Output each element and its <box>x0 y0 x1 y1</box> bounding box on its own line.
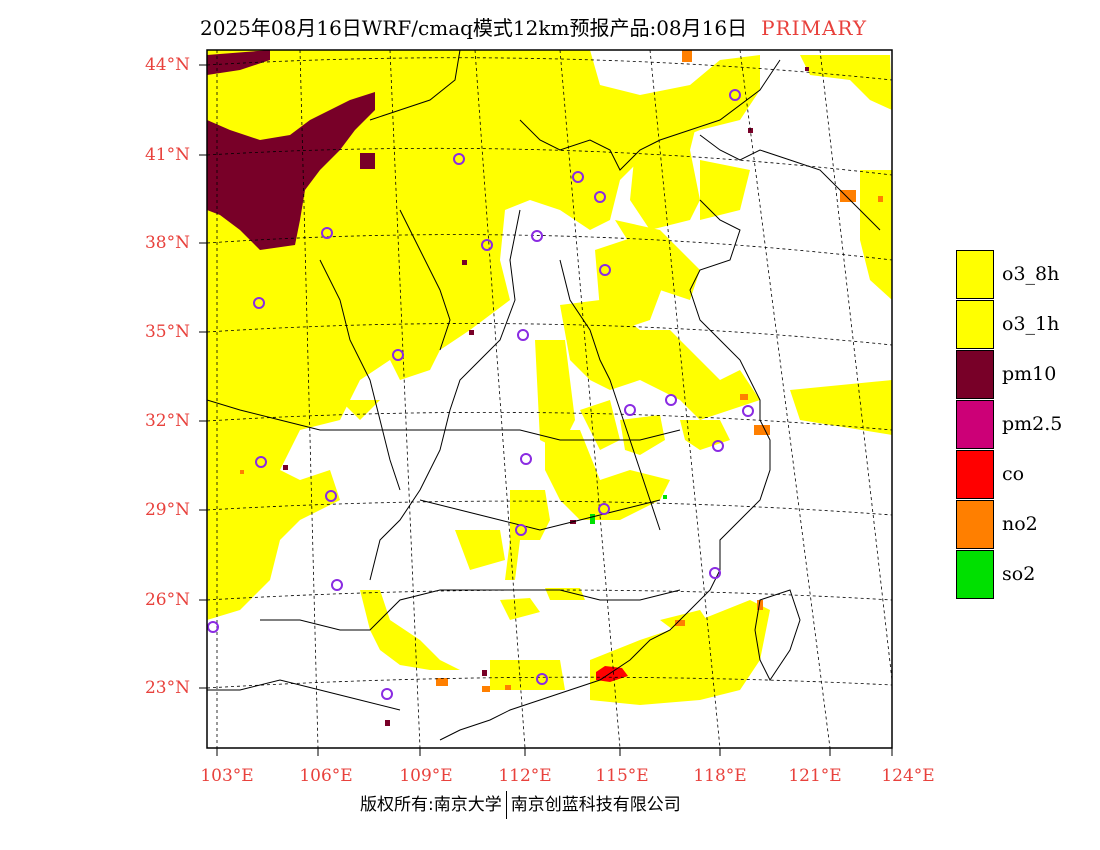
lat-label-29: 29°N <box>144 500 190 520</box>
legend-swatch <box>956 499 994 549</box>
station-marker <box>325 490 337 502</box>
pm10-regions <box>207 50 809 726</box>
graticule <box>207 50 892 748</box>
station-markers <box>207 89 754 700</box>
lat-label-35: 35°N <box>144 322 190 342</box>
station-marker <box>712 440 724 452</box>
copyright-right: 南京创蓝科技有限公司 <box>510 795 681 815</box>
legend-label: pm10 <box>1002 363 1057 385</box>
legend-label: no2 <box>1002 513 1038 535</box>
lat-label-41: 41°N <box>144 145 190 165</box>
legend-label: so2 <box>1002 563 1036 585</box>
station-marker <box>515 524 527 536</box>
lat-label-26: 26°N <box>144 590 190 610</box>
station-marker <box>531 230 543 242</box>
copyright-separator <box>505 791 507 819</box>
legend-swatch <box>956 549 994 599</box>
legend-item-so2: so2 <box>956 549 1062 599</box>
station-marker <box>624 404 636 416</box>
legend-item-o3-1h: o3_1h <box>956 299 1062 349</box>
lat-label-38: 38°N <box>144 233 190 253</box>
station-marker <box>321 227 333 239</box>
axis-ticks <box>199 64 893 756</box>
legend-swatch <box>956 449 994 499</box>
station-marker <box>331 579 343 591</box>
station-marker <box>572 171 584 183</box>
pollutant-legend: o3_8h o3_1h pm10 pm2.5 co no2 so2 <box>956 249 1062 599</box>
map-title: 2025年08月16日WRF/cmaq模式12km预报产品:08月16日 PRIM… <box>200 12 867 41</box>
legend-item-o3-8h: o3_8h <box>956 249 1062 299</box>
legend-item-pm10: pm10 <box>956 349 1062 399</box>
station-marker <box>665 394 677 406</box>
station-marker <box>255 456 267 468</box>
legend-item-no2: no2 <box>956 499 1062 549</box>
legend-label: o3_8h <box>1002 263 1060 285</box>
co-regions <box>596 666 628 682</box>
station-marker <box>520 453 532 465</box>
station-marker <box>742 405 754 417</box>
copyright-line: 版权所有:南京大学 南京创蓝科技有限公司 <box>360 790 681 819</box>
primary-tag: PRIMARY <box>761 16 868 40</box>
station-marker <box>594 191 606 203</box>
station-marker <box>598 503 610 515</box>
station-marker <box>517 329 529 341</box>
station-marker <box>599 264 611 276</box>
lat-label-44: 44°N <box>144 55 190 75</box>
station-marker <box>381 688 393 700</box>
legend-item-co: co <box>956 449 1062 499</box>
boundary-lines <box>207 50 881 741</box>
station-marker <box>481 239 493 251</box>
station-marker <box>207 621 219 633</box>
station-marker <box>729 89 741 101</box>
copyright-left: 版权所有:南京大学 <box>360 795 502 815</box>
station-marker <box>253 297 265 309</box>
lon-label-112: 112°E <box>498 766 552 786</box>
station-marker <box>536 673 548 685</box>
lon-label-103: 103°E <box>200 766 254 786</box>
no2-regions <box>240 50 883 692</box>
o3-regions <box>207 50 892 705</box>
lon-label-121: 121°E <box>788 766 842 786</box>
legend-swatch <box>956 249 994 299</box>
legend-swatch <box>956 299 994 349</box>
lat-label-23: 23°N <box>144 678 190 698</box>
lon-label-124: 124°E <box>881 766 935 786</box>
lon-label-109: 109°E <box>399 766 453 786</box>
title-text: 2025年08月16日WRF/cmaq模式12km预报产品:08月16日 <box>200 16 748 40</box>
legend-label: o3_1h <box>1002 313 1060 335</box>
lon-label-106: 106°E <box>299 766 353 786</box>
station-marker <box>709 567 721 579</box>
so2-regions <box>590 495 667 524</box>
lat-label-32: 32°N <box>144 411 190 431</box>
lon-label-118: 118°E <box>693 766 747 786</box>
legend-label: pm2.5 <box>1002 413 1063 435</box>
map-frame <box>206 49 893 749</box>
legend-label: co <box>1002 463 1025 485</box>
legend-swatch <box>956 349 994 399</box>
station-marker <box>392 349 404 361</box>
legend-swatch <box>956 399 994 449</box>
lon-label-115: 115°E <box>595 766 649 786</box>
station-marker <box>453 153 465 165</box>
legend-item-pm25: pm2.5 <box>956 399 1062 449</box>
